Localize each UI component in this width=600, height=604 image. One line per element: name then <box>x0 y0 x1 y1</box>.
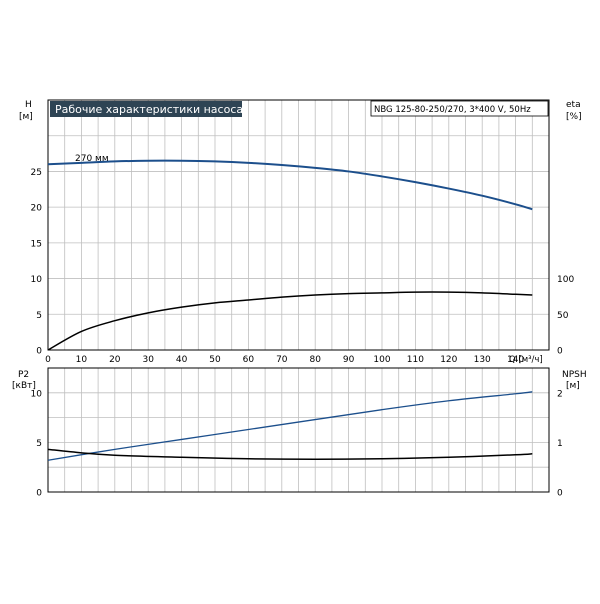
x-axis-tick-label: 120 <box>440 355 457 365</box>
top-right-axis-label: eta <box>566 100 581 110</box>
x-axis-tick-label: 140 <box>507 355 524 365</box>
bottom-left-axis-unit: [кВт] <box>12 381 36 391</box>
x-axis-tick-label: 20 <box>109 355 121 365</box>
right-axis-tick-label: 50 <box>557 311 569 321</box>
x-axis-tick-label: 80 <box>309 355 321 365</box>
x-axis-tick-label: 90 <box>343 355 355 365</box>
chart-title-background <box>50 101 242 117</box>
pump-model-label: NBG 125-80-250/270, 3*400 V, 50Hz <box>374 105 531 115</box>
top-right-axis-unit: [%] <box>566 112 582 122</box>
x-axis-tick-label: 10 <box>76 355 88 365</box>
top-chart-grid <box>48 100 549 350</box>
x-axis-tick-label: 30 <box>142 355 154 365</box>
left-axis-tick-label: 25 <box>31 168 42 178</box>
right-axis-tick-label: 0 <box>557 489 563 499</box>
impeller-diameter-label: 270 мм <box>75 154 109 164</box>
x-axis-tick-label: 100 <box>373 355 390 365</box>
series-line-1-0 <box>47 391 533 461</box>
left-axis-tick-label: 5 <box>36 439 42 449</box>
x-axis-tick-label: 60 <box>243 355 255 365</box>
top-chart-tick-labels: 0 5 10 15 20 25 0 50 100 0 10 20 30 40 50 60 70 80 90 100 11… <box>31 168 575 365</box>
bottom-right-axis-unit: [м] <box>566 381 580 391</box>
x-axis-tick-label: 50 <box>209 355 221 365</box>
right-axis-tick-label: 0 <box>557 347 563 357</box>
right-axis-tick-label: 2 <box>557 389 563 399</box>
left-axis-tick-label: 10 <box>31 275 43 285</box>
left-axis-tick-label: 15 <box>31 239 42 249</box>
top-left-axis-unit: [м] <box>19 112 33 122</box>
bottom-chart-tick-labels: 0 5 10 0 1 2 <box>31 389 563 498</box>
series-line-0-0 <box>47 159 533 211</box>
bottom-chart-grid <box>48 368 549 492</box>
x-axis-tick-label: 40 <box>176 355 188 365</box>
bottom-right-axis-label: NPSH <box>562 370 587 380</box>
bottom-chart-curves <box>47 391 533 461</box>
x-axis-label: Q [м³/ч] <box>509 355 543 365</box>
x-axis-tick-label: 130 <box>474 355 491 365</box>
bottom-chart-frame <box>47 367 550 493</box>
series-line-1-1 <box>47 448 533 461</box>
chart-title: Рабочие характеристики насоса <box>55 103 243 116</box>
pump-model-box <box>370 100 549 117</box>
top-chart-curves <box>47 159 533 351</box>
bottom-left-axis-label: P2 <box>18 370 29 380</box>
left-axis-tick-label: 20 <box>31 204 43 214</box>
left-axis-tick-label: 10 <box>31 389 43 399</box>
right-axis-tick-label: 100 <box>557 275 574 285</box>
left-axis-tick-label: 0 <box>36 347 42 357</box>
top-chart-frame <box>47 99 550 351</box>
top-left-axis-label: H <box>25 100 32 110</box>
x-axis-tick-label: 70 <box>276 355 288 365</box>
x-axis-tick-label: 110 <box>407 355 424 365</box>
right-axis-tick-label: 1 <box>557 439 563 449</box>
x-axis-tick-label: 0 <box>45 355 51 365</box>
left-axis-tick-label: 5 <box>36 311 42 321</box>
left-axis-tick-label: 0 <box>36 489 42 499</box>
series-line-0-1 <box>47 291 533 351</box>
